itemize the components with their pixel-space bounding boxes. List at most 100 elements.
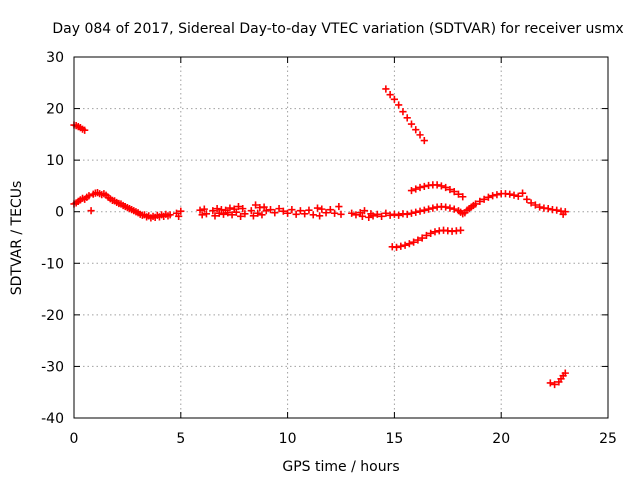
data-point xyxy=(213,205,221,213)
series-main-track-b xyxy=(196,201,345,220)
data-point xyxy=(395,211,403,219)
data-point xyxy=(232,208,240,216)
data-point xyxy=(518,189,527,197)
y-tick-label: 30 xyxy=(46,50,64,66)
data-point xyxy=(239,205,247,213)
data-point xyxy=(234,202,243,211)
y-tick-label: -10 xyxy=(41,256,64,272)
data-point xyxy=(450,188,458,196)
y-tick-label: -20 xyxy=(41,308,64,324)
data-point xyxy=(202,210,211,218)
x-tick-label: 0 xyxy=(70,431,79,447)
data-point xyxy=(215,209,223,217)
data-point xyxy=(407,120,416,128)
series-early-positive xyxy=(70,121,89,134)
data-point xyxy=(271,209,279,217)
data-point xyxy=(81,126,89,134)
x-tick-label: 25 xyxy=(599,431,617,447)
data-point xyxy=(446,204,454,212)
axis-ticks: 0 5 10 15 20 25 -40 -30 -20 -10 0 10 20 30 xyxy=(41,50,617,447)
data-point xyxy=(412,126,420,134)
data-point xyxy=(209,207,217,215)
data-point xyxy=(258,211,266,219)
data-point xyxy=(401,241,409,249)
data-point xyxy=(386,211,394,219)
data-point xyxy=(476,197,484,205)
data-point xyxy=(330,209,339,217)
data-point xyxy=(316,212,324,220)
data-point xyxy=(536,203,544,211)
data-point xyxy=(309,211,317,219)
data-point xyxy=(348,209,356,217)
data-point xyxy=(292,210,300,218)
data-point xyxy=(561,208,569,216)
data-point xyxy=(373,210,381,218)
data-point xyxy=(437,182,445,190)
x-tick-label: 15 xyxy=(385,431,403,447)
data-point xyxy=(484,193,492,201)
data-point xyxy=(337,210,345,218)
data-point xyxy=(416,183,424,192)
series-falling-arc xyxy=(382,85,428,145)
data-point xyxy=(358,212,366,220)
data-point xyxy=(431,228,439,236)
data-point xyxy=(420,206,428,214)
data-point xyxy=(369,212,377,220)
plot-frame xyxy=(73,56,609,419)
data-point xyxy=(237,212,245,220)
data-point xyxy=(279,207,287,215)
y-tick-label: -40 xyxy=(41,411,64,427)
x-tick-label: 5 xyxy=(176,431,185,447)
data-point xyxy=(427,229,435,237)
data-point xyxy=(390,95,398,103)
y-tick-label: 10 xyxy=(46,153,64,169)
data-point xyxy=(416,131,424,139)
data-point xyxy=(459,193,467,201)
data-point xyxy=(241,210,249,218)
data-point xyxy=(198,211,206,219)
data-point xyxy=(395,101,403,109)
data-point xyxy=(377,212,386,220)
data-point xyxy=(420,136,428,145)
data-point xyxy=(412,208,420,216)
data-point xyxy=(510,191,518,199)
data-point xyxy=(226,204,234,212)
data-point xyxy=(553,206,561,214)
data-point xyxy=(356,209,364,217)
data-point xyxy=(313,204,322,212)
data-point xyxy=(301,210,309,218)
series-lower-arc xyxy=(388,226,465,251)
data-point xyxy=(410,238,418,246)
data-point xyxy=(424,205,433,213)
data-point xyxy=(335,202,343,211)
data-point xyxy=(454,190,463,198)
data-point xyxy=(166,211,174,219)
data-point xyxy=(296,207,305,215)
data-point xyxy=(405,240,413,248)
series-upper-arc xyxy=(407,181,467,201)
data-point xyxy=(266,206,275,214)
data-point xyxy=(352,211,360,219)
data-point xyxy=(219,210,228,218)
data-point xyxy=(416,207,424,215)
data-point xyxy=(551,380,559,389)
data-point xyxy=(392,243,401,251)
data-point xyxy=(177,207,185,215)
data-point xyxy=(275,205,283,213)
data-point xyxy=(546,379,554,387)
data-point xyxy=(211,212,219,220)
data-point xyxy=(322,209,330,217)
data-point xyxy=(326,206,334,214)
series-late-negative xyxy=(546,369,569,389)
data-point xyxy=(433,181,441,189)
data-point xyxy=(196,206,204,214)
chart-title: Day 084 of 2017, Sidereal Day-to-day VTE… xyxy=(52,21,623,37)
data-point xyxy=(480,195,488,203)
data-point xyxy=(514,192,522,200)
data-point xyxy=(397,242,405,250)
data-point xyxy=(386,91,394,99)
data-point xyxy=(382,209,390,217)
data-point xyxy=(414,236,422,244)
data-point xyxy=(506,190,514,198)
